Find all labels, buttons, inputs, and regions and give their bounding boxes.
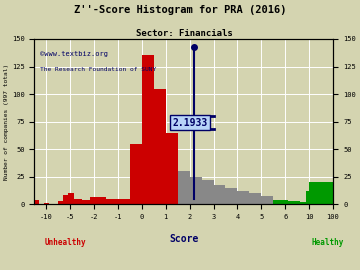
Bar [300,202,306,204]
Bar [74,199,82,204]
Bar [63,194,68,204]
Bar [288,201,294,204]
Bar [58,201,63,204]
Bar [90,197,106,204]
Bar [225,188,238,204]
Bar [202,180,213,204]
Bar [213,185,225,204]
X-axis label: Score: Score [169,234,199,244]
Title: Sector: Financials: Sector: Financials [135,29,232,38]
Bar [190,177,202,204]
Text: 2.1933: 2.1933 [172,118,207,128]
Bar [238,191,249,204]
Text: ©www.textbiz.org: ©www.textbiz.org [40,50,108,56]
Y-axis label: Number of companies (997 total): Number of companies (997 total) [4,63,9,180]
Bar [82,200,90,204]
Bar [154,89,166,204]
Bar [273,200,288,204]
Bar [142,56,154,204]
Bar [309,183,333,204]
Text: Z''-Score Histogram for PRA (2016): Z''-Score Histogram for PRA (2016) [74,5,286,15]
Bar [261,196,273,204]
Bar [106,199,130,204]
Bar [178,171,190,204]
Bar [249,193,261,204]
Bar [166,133,178,204]
Text: Unhealthy: Unhealthy [45,238,86,247]
Bar [44,203,49,204]
Bar [35,200,39,204]
Text: Healthy: Healthy [311,238,344,247]
Text: The Research Foundation of SUNY: The Research Foundation of SUNY [40,67,157,72]
Bar [68,193,74,204]
Bar [294,201,300,204]
Bar [306,191,309,204]
Bar [130,144,142,204]
